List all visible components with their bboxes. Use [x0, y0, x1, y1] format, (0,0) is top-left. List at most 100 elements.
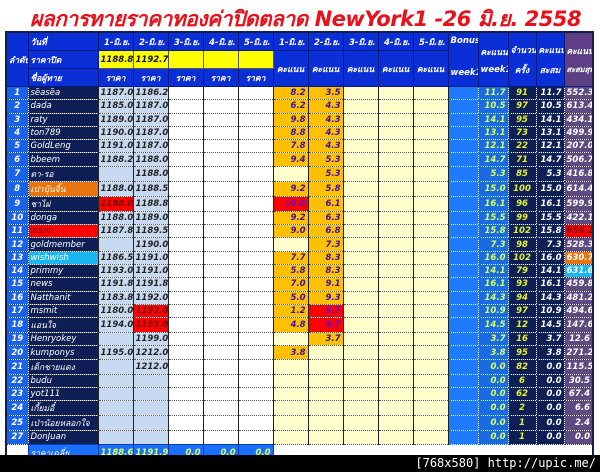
- table-row: 15 news 1191.8 1191.8 7.0 9.1 16.1 93 16.1 459.8: [5, 277, 594, 292]
- cumulative-score: 14.1: [535, 263, 565, 279]
- total-score: 434.1: [563, 112, 594, 127]
- price-cell: [167, 387, 204, 402]
- price-cell: [202, 250, 239, 265]
- guess-count: 94: [507, 290, 537, 305]
- header-row-names: ชื่อผู้ทาย ราคา ราคา ราคา ราคา ราคา: [6, 68, 593, 87]
- score-cell: 8.2: [272, 85, 309, 101]
- guess-count: 102: [507, 250, 537, 265]
- bonus-cell: [447, 317, 479, 334]
- cumulative-score: 14.3: [535, 290, 565, 305]
- bonus-cell: [447, 263, 479, 279]
- score-cell: [412, 139, 449, 154]
- bonus-cell: [447, 224, 479, 239]
- score-cell: 8.3: [307, 250, 344, 265]
- player-name: ton789: [27, 125, 99, 141]
- price-cell: [202, 415, 239, 432]
- price-cell: 1188.0: [97, 210, 134, 226]
- player-name: wann: [27, 224, 99, 239]
- closing-price-2: 1192.7: [132, 50, 169, 69]
- total-score: 2.4: [563, 415, 594, 432]
- cumulative-score: 0.0: [535, 415, 565, 432]
- price-cell: [237, 290, 274, 305]
- rank-cell: 14: [5, 263, 29, 279]
- score-cell: [342, 139, 379, 154]
- score-label-2: คะแนน: [307, 50, 344, 87]
- table-row: 1 sẽasẽa 1187.0 1186.2 8.2 3.5 11.7 91 11.7 552.3: [5, 85, 594, 101]
- score-cell: [342, 387, 379, 402]
- week1-score: 16.0: [477, 250, 509, 265]
- price-date-1: 1-มิ.ย.: [97, 31, 134, 51]
- week1-score: 15.8: [477, 224, 509, 239]
- total-score: 506.7: [563, 152, 594, 167]
- player-name: เป่าน้อยหลอกใจ: [27, 415, 99, 432]
- cumulative-score: 11.7: [535, 85, 565, 101]
- score-cell: 5.3: [307, 152, 344, 167]
- price-cell: [167, 277, 204, 292]
- score-cell: [377, 165, 414, 182]
- player-name: yot111: [27, 387, 99, 402]
- price-cell: 1193.0: [132, 317, 169, 334]
- table-row: 5 GoldLeng 1191.0 1187.0 7.8 4.3 12.1 22 12.1 207…: [5, 139, 594, 154]
- price-cell: [167, 112, 204, 127]
- total-score: 271.2: [563, 345, 594, 360]
- score-cell: [412, 237, 449, 252]
- score-cell: [377, 250, 414, 265]
- week1-score: 0.0: [477, 415, 509, 432]
- total-score: 631.6: [563, 263, 594, 279]
- score-cell: 4.3: [307, 125, 344, 141]
- guess-count: 1: [507, 430, 537, 445]
- price-cell: 1185.0: [97, 99, 134, 114]
- score-cell: [342, 99, 379, 114]
- price-cell: [167, 358, 204, 375]
- player-name: DonJuan: [27, 430, 99, 445]
- price-cell: [167, 332, 204, 347]
- count-header: จำนวน ครั้ง: [507, 31, 537, 87]
- price-cell: [237, 400, 274, 417]
- player-name: ตา-รอ: [27, 165, 99, 182]
- guess-count: 82: [507, 358, 537, 375]
- cumulative-score: 0.0: [535, 373, 565, 389]
- guess-count: 22: [507, 139, 537, 154]
- table-row: 17 msmit 1180.0 1193.0 1.2 9.7 10.9 97 10.9 494.6: [5, 303, 594, 319]
- price-cell: [202, 99, 239, 114]
- score-cell: [272, 165, 309, 182]
- price-cell: [237, 195, 274, 212]
- score-cell: [377, 373, 414, 389]
- cumulative-score: 0.0: [535, 387, 565, 402]
- price-cell: [237, 224, 274, 239]
- price-cell: 1192.0: [132, 290, 169, 305]
- table-row: 14 primmy 1193.0 1191.0 5.8 8.3 14.1 79 14.1 631.…: [5, 263, 594, 279]
- score-cell: [307, 373, 344, 389]
- score-cell: [342, 180, 379, 197]
- score-cell: 9.7: [307, 317, 344, 334]
- total-score: 499.9: [563, 125, 594, 141]
- bonus-cell: [447, 180, 479, 197]
- week-score-sub: week1: [480, 64, 508, 75]
- bonus-cell: [447, 85, 479, 101]
- price-cell: [237, 373, 274, 389]
- table-row: 23 yot111 0.0 62 0.0 67.4: [5, 387, 594, 402]
- table-row: 7 ตา-รอ 1188.0 5.3 5.3 85 5.3 416.8: [5, 165, 594, 182]
- bonus-cell: [447, 303, 479, 319]
- price-cell: [167, 125, 204, 141]
- score-cell: [377, 358, 414, 375]
- player-name: wishwish: [27, 250, 99, 265]
- price-cell: [97, 415, 134, 432]
- price-cell: [97, 373, 134, 389]
- price-cell: [167, 317, 204, 334]
- rank-cell: 7: [5, 165, 29, 182]
- score-label-1: คะแนน: [272, 50, 309, 87]
- score-cell: [307, 387, 344, 402]
- cum-header: คะแนน สะสม: [535, 31, 565, 87]
- price-cell: [167, 373, 204, 389]
- player-name: เด็กชายแดง: [27, 358, 99, 375]
- score-cell: 4.8: [272, 317, 309, 334]
- price-cell: [202, 358, 239, 375]
- page-title: ผลการทายราคาทองค่าปิดตลาด NewYork1 -26 ม…: [30, 7, 582, 31]
- score-cell: 9.1: [307, 277, 344, 292]
- price-cell: [202, 180, 239, 197]
- price-cell: 1191.0: [97, 139, 134, 154]
- table-row: 13 wishwish 1186.5 1191.0 7.7 8.3 16.0 102 16.0 6…: [5, 250, 594, 265]
- price-cell: [202, 345, 239, 360]
- price-cell: 1212.0: [132, 345, 169, 360]
